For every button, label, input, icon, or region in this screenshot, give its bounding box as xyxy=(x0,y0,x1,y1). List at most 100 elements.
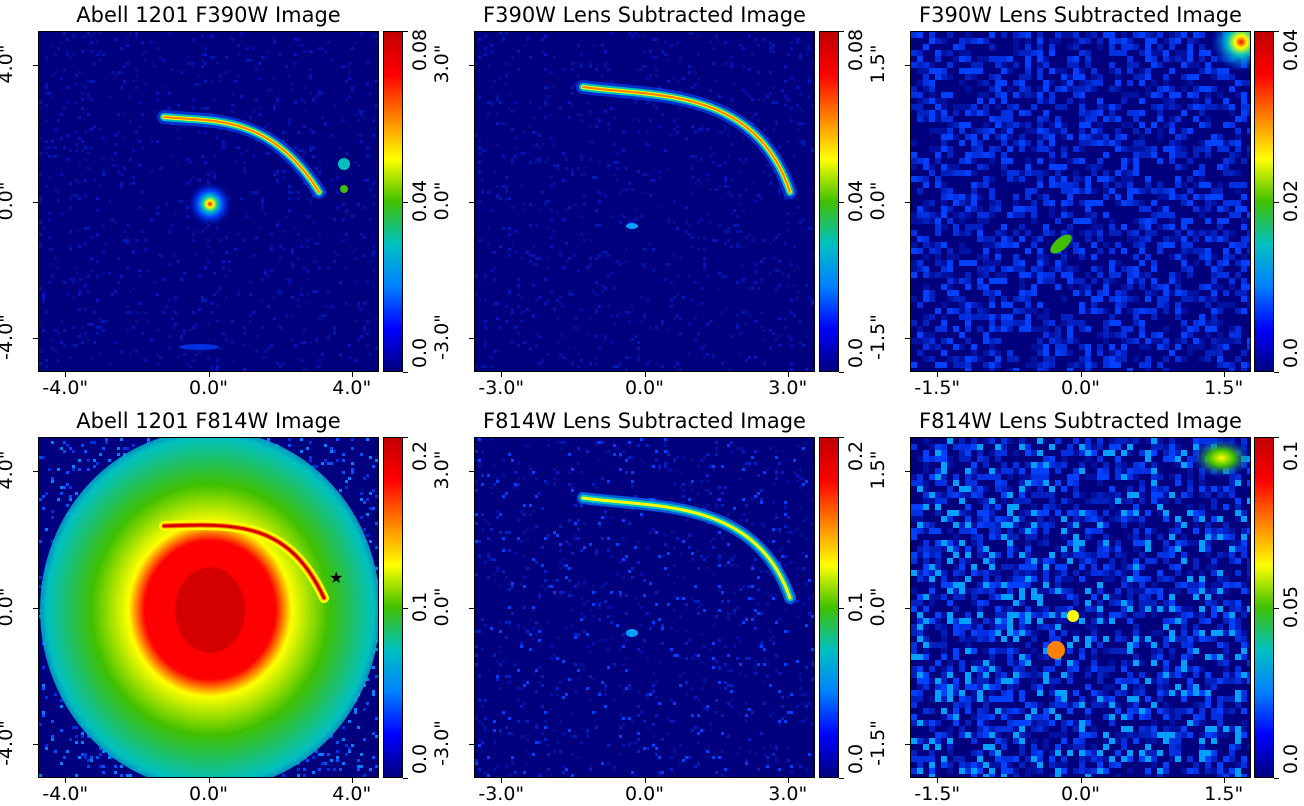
x-tick-mark xyxy=(644,778,646,783)
panel-title: Abell 1201 F814W Image xyxy=(76,409,341,433)
colorbar-tick-mark xyxy=(1274,778,1279,779)
y-tick-mark xyxy=(469,201,474,203)
x-tick-mark xyxy=(1080,778,1082,783)
y-tick-label: 4.0" xyxy=(0,44,17,84)
colorbar-tick-mark xyxy=(403,778,408,779)
x-tick-label: 4.0" xyxy=(332,377,372,399)
y-tick-mark xyxy=(33,337,38,339)
colorbar-tick-label: 0.0 xyxy=(845,743,867,775)
colorbar-gradient xyxy=(384,32,402,371)
y-tick-mark xyxy=(469,65,474,67)
colorbar xyxy=(819,437,839,778)
y-tick-label: 0.0" xyxy=(431,587,453,626)
x-tick-mark xyxy=(65,372,67,377)
x-tick-mark xyxy=(65,778,67,783)
y-tick-label: 1.5" xyxy=(867,450,889,490)
panel-title: F814W Lens Subtracted Image xyxy=(919,409,1242,433)
y-tick-label: -4.0" xyxy=(0,719,17,766)
colorbar-tick-mark xyxy=(839,437,844,438)
x-tick-mark xyxy=(501,778,503,783)
x-tick-label: 1.5" xyxy=(1204,783,1244,805)
counter-image xyxy=(1047,641,1065,659)
star-icon: ★ xyxy=(329,568,343,587)
colorbar-tick-mark xyxy=(403,31,408,32)
y-tick-label: 0.0" xyxy=(0,181,17,220)
x-tick-mark xyxy=(208,372,210,377)
y-tick-mark xyxy=(905,607,910,609)
x-tick-label: 0.0" xyxy=(1061,783,1100,805)
panel-title: F814W Lens Subtracted Image xyxy=(483,409,806,433)
x-tick-label: -3.0" xyxy=(478,783,525,805)
x-tick-mark xyxy=(1223,372,1225,377)
colorbar xyxy=(1254,437,1274,778)
lensed-arc xyxy=(582,86,791,193)
colorbar-tick-label: 0.2 xyxy=(845,440,867,472)
colorbar xyxy=(1254,31,1274,372)
counter-image xyxy=(626,223,638,229)
noise-pixels xyxy=(475,438,814,777)
colorbar-gradient xyxy=(1255,438,1273,777)
lensed-arc xyxy=(163,116,320,193)
y-tick-label: 0.0" xyxy=(431,181,453,220)
colorbar xyxy=(383,437,403,778)
y-tick-mark xyxy=(905,201,910,203)
noise-pixels xyxy=(911,438,1250,777)
y-tick-mark xyxy=(469,471,474,473)
colorbar-tick-label: 0.0 xyxy=(1280,743,1302,775)
faint-counter-image xyxy=(179,344,219,350)
y-tick-mark xyxy=(33,201,38,203)
x-tick-label: 3.0" xyxy=(768,783,808,805)
colorbar-gradient xyxy=(1255,32,1273,371)
panel-title: Abell 1201 F390W Image xyxy=(76,3,341,27)
colorbar-tick-mark xyxy=(839,607,844,609)
y-tick-mark xyxy=(33,65,38,67)
colorbar-tick-label: 0.04 xyxy=(845,179,867,222)
y-tick-label: 0.0" xyxy=(867,181,889,220)
colorbar-tick-label: 0.1 xyxy=(845,591,867,622)
y-tick-label: 0.0" xyxy=(867,587,889,626)
y-tick-label: 0.0" xyxy=(0,587,17,626)
x-tick-mark xyxy=(644,372,646,377)
y-tick-label: 1.5" xyxy=(867,44,889,84)
x-tick-label: -1.5" xyxy=(914,377,961,399)
lensed-arc xyxy=(581,496,792,600)
x-tick-mark xyxy=(1223,778,1225,783)
y-tick-mark xyxy=(33,743,38,745)
noise-pixels xyxy=(39,32,378,371)
y-tick-mark xyxy=(905,65,910,67)
image-plot: ★ xyxy=(38,437,379,778)
colorbar-tick-mark xyxy=(403,201,408,203)
colorbar-tick-mark xyxy=(1274,607,1279,609)
colorbar-tick-mark xyxy=(403,607,408,609)
colorbar-tick-mark xyxy=(839,372,844,373)
x-tick-mark xyxy=(787,372,789,377)
x-tick-mark xyxy=(351,778,353,783)
colorbar xyxy=(819,31,839,372)
x-tick-label: -4.0" xyxy=(42,377,89,399)
source-knot xyxy=(340,185,348,193)
x-tick-label: 4.0" xyxy=(332,783,372,805)
arc-edge xyxy=(1191,438,1250,478)
colorbar-tick-label: 0.2 xyxy=(409,440,431,472)
colorbar-tick-mark xyxy=(1274,31,1279,32)
colorbar-tick-label: 0.1 xyxy=(1280,440,1302,472)
y-tick-mark xyxy=(905,471,910,473)
y-tick-mark xyxy=(469,607,474,609)
image-background xyxy=(475,32,814,371)
x-tick-label: 0.0" xyxy=(625,783,664,805)
x-tick-mark xyxy=(1080,372,1082,377)
x-tick-mark xyxy=(937,778,939,783)
x-tick-mark xyxy=(351,372,353,377)
arc-edge xyxy=(1211,32,1250,72)
colorbar-tick-label: 0.0 xyxy=(845,337,867,369)
image-plot xyxy=(910,437,1251,778)
y-tick-label: -1.5" xyxy=(867,313,889,360)
noise-pixels xyxy=(475,32,814,371)
y-tick-label: 3.0" xyxy=(431,44,453,84)
x-tick-label: 1.5" xyxy=(1204,377,1244,399)
y-tick-label: -3.0" xyxy=(431,313,453,360)
y-tick-mark xyxy=(905,743,910,745)
y-tick-label: 3.0" xyxy=(431,450,453,490)
image-plot xyxy=(38,31,379,372)
colorbar-tick-mark xyxy=(839,31,844,32)
